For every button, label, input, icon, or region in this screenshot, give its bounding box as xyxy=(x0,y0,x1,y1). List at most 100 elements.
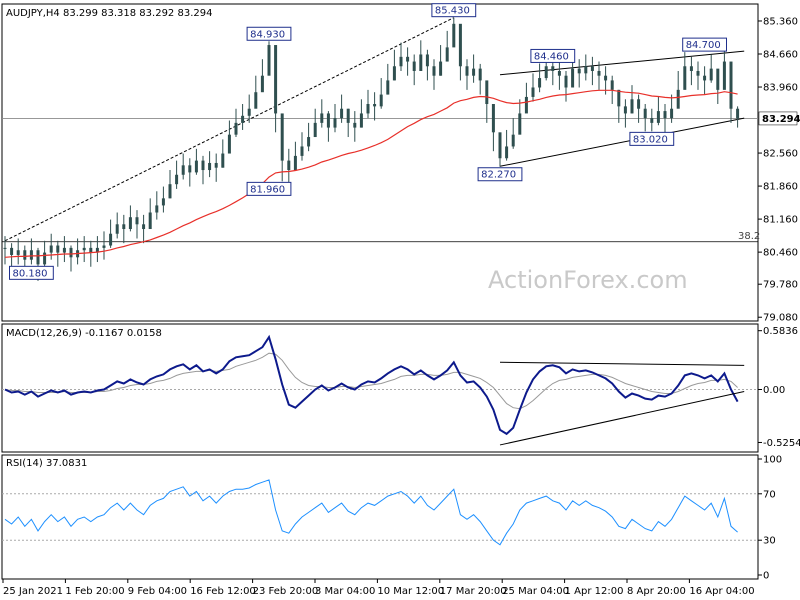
rsi-tick-label: 30 xyxy=(763,536,776,547)
price-annotation-label: 84.930 xyxy=(250,29,285,40)
price-tick-label: 81.160 xyxy=(763,215,798,226)
price-annotation-label: 84.460 xyxy=(534,51,569,62)
candle-body xyxy=(650,118,654,123)
candle-body xyxy=(604,75,608,81)
fib-level-label: 38.2 xyxy=(738,231,760,242)
candle-body xyxy=(491,104,495,133)
candle-body xyxy=(43,252,47,265)
candle-body xyxy=(201,160,205,171)
candle-body xyxy=(683,66,687,90)
rsi-axis-ticks: 100 70 30 0 xyxy=(2,455,782,582)
macd-axis-ticks: 0.5836 0.00 -0.5254 xyxy=(2,326,800,449)
price-annotation-box xyxy=(682,37,728,52)
candle-body xyxy=(538,78,542,88)
last-price-tag: 83.294 xyxy=(758,111,800,126)
price-annotation-label: 84.700 xyxy=(686,40,721,51)
candle-body xyxy=(597,70,601,76)
rsi-tick-label: 100 xyxy=(763,455,782,466)
candle-body xyxy=(544,66,548,79)
price-tick-label: 79.780 xyxy=(763,280,798,291)
price-annotation-box xyxy=(246,26,292,41)
x-tick-label: 23 Feb 20:00 xyxy=(253,586,319,597)
candle-body xyxy=(524,96,528,114)
candle-body xyxy=(689,66,693,71)
candle-body xyxy=(379,94,383,107)
candle-body xyxy=(458,23,462,67)
candle-body xyxy=(445,47,449,62)
candle-body xyxy=(359,113,363,128)
price-annotation-box xyxy=(431,3,477,18)
candle-body xyxy=(425,54,429,67)
price-lines xyxy=(2,17,758,243)
candle-body xyxy=(557,70,561,76)
candle-body xyxy=(333,118,337,128)
candle-body xyxy=(267,45,271,76)
x-tick-label: 8 Apr 20:00 xyxy=(627,586,686,597)
candle-body xyxy=(577,68,581,74)
candle-body xyxy=(320,113,324,123)
candle-body xyxy=(102,245,106,248)
price-annotation-label: 85.430 xyxy=(435,6,470,17)
price-tick-label: 82.560 xyxy=(763,149,798,160)
candle-body xyxy=(406,56,410,62)
price-annotation-label: 80.180 xyxy=(13,268,48,279)
candle-body xyxy=(623,106,627,114)
rsi-panel: RSI(14) 37.0831 100 70 30 0 xyxy=(1,454,782,582)
candle-body xyxy=(10,247,14,255)
candle-body xyxy=(95,247,99,253)
candle-body xyxy=(214,162,218,168)
price-annotation-box xyxy=(629,131,675,146)
price-panel: AUDJPY,H4 83.299 83.318 83.292 83.294 85… xyxy=(1,3,800,324)
candle-body xyxy=(49,245,53,253)
macd-panel: MACD(12,26,9) -0.1167 0.0158 0.5836 0.00 -… xyxy=(1,323,800,453)
candle-body xyxy=(551,66,555,71)
price-annotation-label: 82.270 xyxy=(481,170,516,181)
candle-body xyxy=(128,217,132,230)
candle-body xyxy=(280,113,284,161)
price-annotation-box xyxy=(246,181,292,196)
x-tick-label: 16 Feb 12:00 xyxy=(190,586,256,597)
candle-body xyxy=(3,247,7,249)
x-tick-label: 1 Feb 20:00 xyxy=(65,586,124,597)
candle-body xyxy=(518,113,522,135)
candle-body xyxy=(564,75,568,88)
candle-body xyxy=(313,122,317,138)
candle-body xyxy=(412,61,416,71)
candle-body xyxy=(498,132,502,159)
price-tick-label: 80.460 xyxy=(763,248,798,259)
candle-body xyxy=(656,111,660,123)
candle-body xyxy=(227,134,231,154)
candle-body xyxy=(465,66,469,76)
price-tick-label: 81.860 xyxy=(763,182,798,193)
price-annotation-box xyxy=(530,48,576,63)
price-tick-label: 83.960 xyxy=(763,83,798,94)
watermark: ActionForex.com xyxy=(488,266,688,294)
candle-body xyxy=(511,134,515,147)
rsi-line xyxy=(4,479,738,546)
macd-tick-label: -0.5254 xyxy=(763,438,800,449)
candle-body xyxy=(62,247,66,253)
candle-body xyxy=(663,111,667,119)
rsi-panel-frame xyxy=(1,454,759,580)
candle-body xyxy=(584,66,588,74)
candle-body xyxy=(610,80,614,90)
candle-body xyxy=(300,146,304,156)
x-axis: 25 Jan 2021 1 Feb 20:00 9 Feb 04:00 16 Feb … xyxy=(2,579,755,597)
candle-body xyxy=(287,160,291,171)
candle-body xyxy=(109,233,113,246)
price-tick-label: 79.080 xyxy=(763,313,798,324)
price-annotation-box xyxy=(477,167,523,182)
candle-body xyxy=(247,108,251,116)
candle-body xyxy=(366,104,370,114)
x-tick-label: 17 Mar 20:00 xyxy=(440,586,507,597)
last-price-value: 83.294 xyxy=(762,114,800,125)
candle-body xyxy=(630,99,634,114)
x-tick-label: 9 Feb 04:00 xyxy=(128,586,187,597)
candle-body xyxy=(23,250,27,260)
macd-tick-label: 0.5836 xyxy=(763,326,798,337)
price-trendline-1 xyxy=(499,50,745,76)
candle-body xyxy=(260,75,264,93)
candle-body xyxy=(29,250,33,260)
candle-body xyxy=(722,61,726,90)
